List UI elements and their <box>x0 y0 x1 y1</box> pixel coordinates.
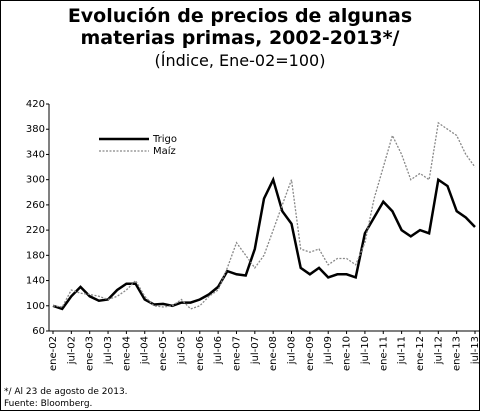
line-series <box>52 176 476 311</box>
x-tick-label: ene-02 <box>48 336 59 371</box>
x-tick-label: jul-09 <box>323 336 334 365</box>
x-tick-label: ene-08 <box>268 336 279 371</box>
x-tick-label: ene-04 <box>121 336 132 371</box>
y-tick-label: 260 <box>26 200 45 211</box>
x-tick-label: jul-11 <box>397 336 408 365</box>
y-tick-label: 60 <box>32 326 45 337</box>
x-tick-label: jul-13 <box>470 336 479 365</box>
y-tick-label: 340 <box>26 149 45 160</box>
y-tick-label: 420 <box>26 99 45 110</box>
x-tick-label: ene-12 <box>415 336 426 371</box>
legend-label: Maíz <box>153 145 176 157</box>
y-tick-label: 180 <box>26 250 45 261</box>
x-tick-label: ene-11 <box>378 336 389 371</box>
x-tick-label: jul-10 <box>360 336 371 365</box>
chart-title: Evolución de precios de algunas materias… <box>67 5 413 49</box>
x-tick-label: ene-09 <box>305 336 316 371</box>
footnote: */ Al 23 de agosto de 2013. <box>4 387 128 397</box>
x-tick-label: jul-05 <box>176 336 187 365</box>
x-tick-label: ene-07 <box>231 336 242 371</box>
y-tick-label: 100 <box>26 301 45 312</box>
x-tick-label: jul-06 <box>213 336 224 365</box>
x-tick-label: ene-13 <box>452 336 463 371</box>
x-tick-label: jul-12 <box>433 336 444 365</box>
y-tick-label: 140 <box>26 276 45 287</box>
y-tick-label: 220 <box>26 225 45 236</box>
x-tick-label: jul-02 <box>66 336 77 365</box>
x-tick-label: ene-10 <box>342 336 353 371</box>
x-tick-label: ene-06 <box>195 336 206 371</box>
y-tick-label: 300 <box>26 175 45 186</box>
legend-label: Trigo <box>152 134 177 145</box>
x-tick-label: ene-05 <box>158 336 169 371</box>
chart-subtitle: (Índice, Ene-02=100) <box>154 51 326 70</box>
x-tick-label: ene-03 <box>85 336 96 371</box>
y-tick-label: 380 <box>26 124 45 135</box>
source: Fuente: Bloomberg. <box>4 399 93 409</box>
x-tick-label: jul-03 <box>103 336 114 365</box>
x-tick-label: jul-04 <box>140 336 151 365</box>
line-series <box>52 121 476 310</box>
x-tick-label: jul-08 <box>287 336 298 365</box>
x-tick-label: jul-07 <box>250 336 261 365</box>
